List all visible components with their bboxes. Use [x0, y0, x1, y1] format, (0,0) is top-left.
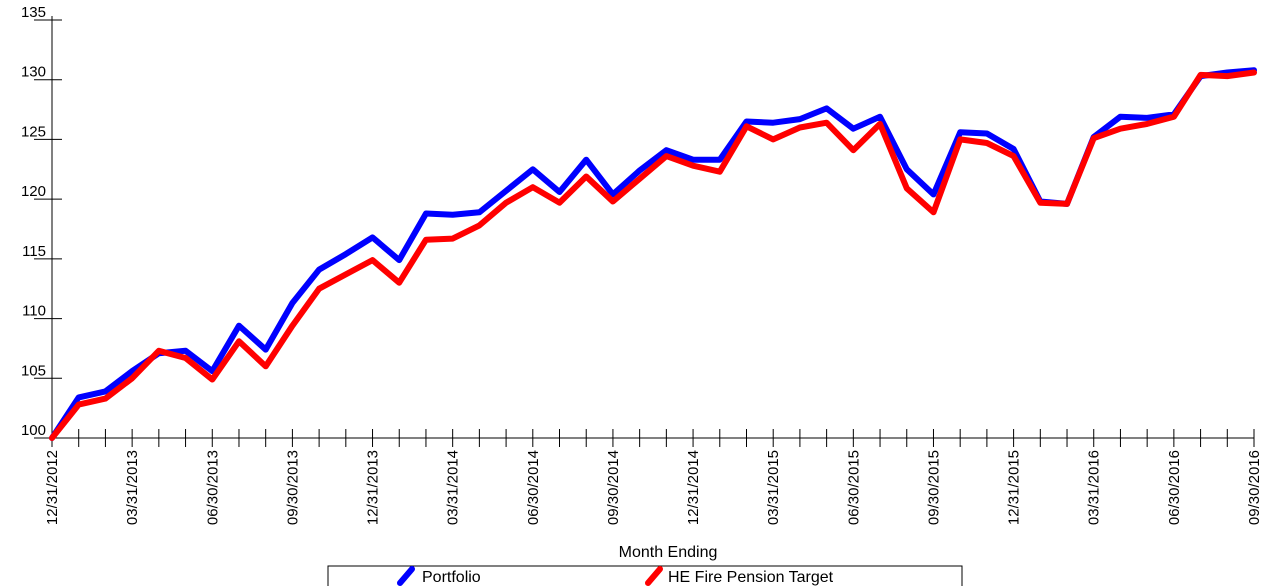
x-tick-label: 09/30/2016: [1246, 450, 1263, 525]
legend-box: [327, 565, 963, 586]
x-tick-label: 03/31/2015: [765, 450, 782, 525]
x-tick-label: 12/31/2013: [365, 450, 382, 525]
y-tick-label: 125: [21, 123, 46, 140]
x-axis-title: Month Ending: [619, 544, 718, 561]
y-tick-label: 130: [21, 64, 46, 81]
x-tick-label: 06/30/2016: [1166, 450, 1183, 525]
x-tick-label: 06/30/2014: [525, 450, 542, 525]
x-tick-label: 09/30/2014: [605, 450, 622, 525]
series-line-1: [49, 69, 1257, 441]
legend-swatch-1: [645, 566, 663, 586]
x-tick-label: 12/31/2014: [685, 450, 702, 525]
x-tick-label: 03/31/2016: [1086, 450, 1103, 525]
y-tick-label: 105: [21, 362, 46, 379]
x-tick-label: 06/30/2013: [204, 450, 221, 525]
series-line-0: [49, 67, 1257, 441]
x-tick-label: 06/30/2015: [845, 450, 862, 525]
x-tick-label: 09/30/2015: [925, 450, 942, 525]
y-tick-label: 100: [21, 422, 46, 439]
y-tick-label: 120: [21, 183, 46, 200]
x-tick-label: 03/31/2014: [445, 450, 462, 525]
y-axis: 100 105 110 115 120 125 130 135: [21, 4, 62, 439]
x-tick-label: 09/30/2013: [284, 450, 301, 525]
x-axis: 12/31/2012 03/31/2013 06/30/2013 09/30/2013…: [44, 429, 1263, 525]
x-tick-label: 03/31/2013: [124, 450, 141, 525]
y-tick-label: 135: [21, 4, 46, 21]
series-lines: [49, 67, 1257, 441]
legend-label-1: HE Fire Pension Target: [668, 569, 834, 586]
x-tick-label: 12/31/2012: [44, 450, 61, 525]
legend-swatch-0: [397, 566, 415, 586]
y-tick-label: 110: [22, 303, 46, 320]
y-tick-label: 115: [22, 243, 46, 260]
legend-label-0: Portfolio: [422, 569, 481, 586]
legend: Portfolio HE Fire Pension Target: [327, 565, 963, 586]
x-tick-label: 12/31/2015: [1006, 450, 1023, 525]
